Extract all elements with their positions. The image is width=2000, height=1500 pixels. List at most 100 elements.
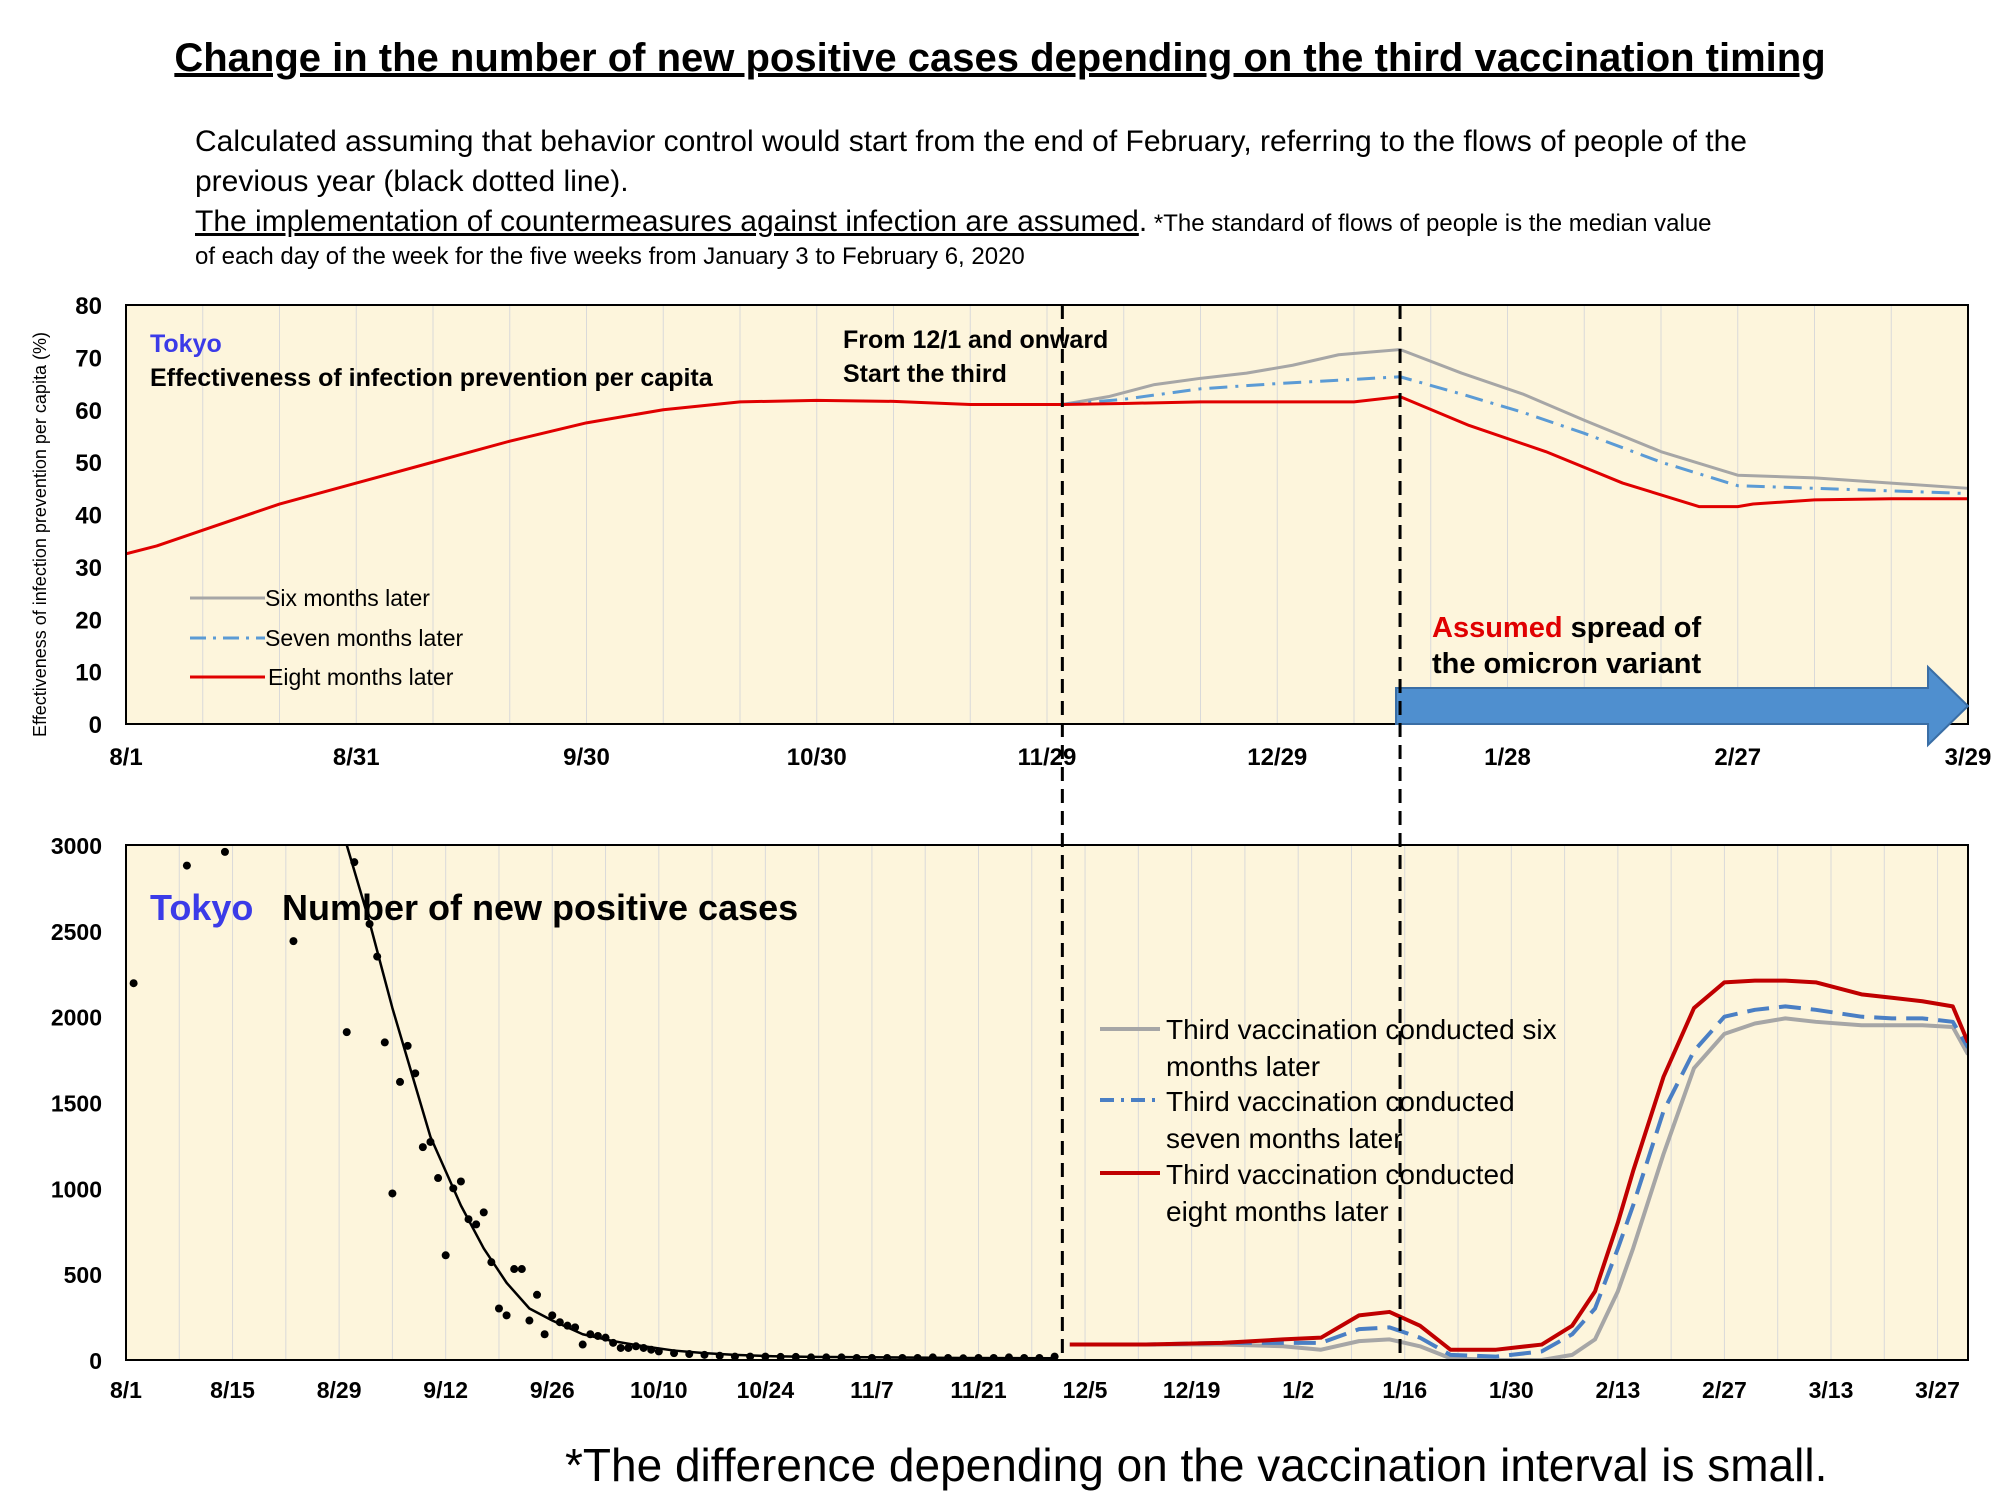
cases-y-tick-label: 500 bbox=[64, 1262, 102, 1288]
cases-plot-area bbox=[126, 845, 1968, 1360]
cases-series-line bbox=[1069, 1016, 1968, 1360]
cases-x-tick-label: 1/2 bbox=[1282, 1377, 1314, 1403]
observed-case-point bbox=[418, 1143, 427, 1152]
observed-case-point bbox=[380, 1038, 389, 1047]
cases-x-tick-label: 1/16 bbox=[1382, 1377, 1427, 1403]
effectiveness-x-tick-label: 10/30 bbox=[787, 744, 847, 771]
description-line-4: of each day of the week for the five wee… bbox=[195, 243, 1025, 270]
legend-eight-line-1: Third vaccination conducted bbox=[1166, 1159, 1515, 1190]
countermeasures-assumed-text: The implementation of countermeasures ag… bbox=[195, 205, 1139, 238]
cases-series-clipped bbox=[129, 845, 1968, 1360]
legend-label-six-months: Six months later bbox=[265, 585, 430, 611]
observed-case-point bbox=[388, 1189, 397, 1198]
legend-label-eight-months: Eight months later bbox=[268, 664, 454, 690]
legend-six-line-1: Third vaccination conducted six bbox=[1166, 1014, 1557, 1045]
observed-case-point bbox=[456, 1177, 465, 1186]
cases-x-tick-label: 2/27 bbox=[1702, 1377, 1747, 1403]
observed-case-point bbox=[494, 1304, 503, 1313]
legend-six-line-2: months later bbox=[1166, 1051, 1320, 1082]
flow-standard-note: *The standard of flows of people is the … bbox=[1147, 210, 1712, 237]
effectiveness-y-tick-label: 10 bbox=[75, 660, 102, 687]
effectiveness-y-tick-label: 80 bbox=[75, 293, 102, 320]
description-line-1: Calculated assuming that behavior contro… bbox=[195, 125, 1747, 158]
legend-seven-line-2: seven months later bbox=[1166, 1123, 1403, 1154]
effectiveness-legend: Six months later Seven months later Eigh… bbox=[190, 585, 464, 690]
cases-x-ticks: 8/1 8/15 8/29 9/12 9/26 10/10 10/24 11/7 11/21 12… bbox=[110, 1377, 1960, 1403]
cases-x-tick-label: 12/5 bbox=[1063, 1377, 1108, 1403]
cases-chart-title: Number of new positive cases bbox=[282, 887, 798, 928]
legend-seven-line-1: Third vaccination conducted bbox=[1166, 1086, 1515, 1117]
legend-label-seven-months: Seven months later bbox=[265, 625, 464, 651]
omicron-annotation-line-2: the omicron variant bbox=[1432, 648, 1701, 680]
observed-case-point bbox=[342, 1028, 351, 1037]
cases-y-tick-label: 1500 bbox=[51, 1091, 102, 1117]
cases-x-tick-label: 11/7 bbox=[850, 1377, 894, 1403]
cases-x-tick-label: 8/15 bbox=[210, 1377, 255, 1403]
cases-y-tick-label: 2000 bbox=[51, 1005, 102, 1031]
start-third-annotation-line-2: Start the third bbox=[843, 360, 1007, 388]
cases-region-label: Tokyo bbox=[150, 887, 253, 928]
observed-case-point bbox=[510, 1265, 519, 1274]
cases-x-tick-label: 3/13 bbox=[1809, 1377, 1854, 1403]
description-line-2: previous year (black dotted line). bbox=[195, 165, 629, 198]
cases-x-tick-label: 8/1 bbox=[110, 1377, 142, 1403]
cases-x-tick-label: 10/24 bbox=[737, 1377, 795, 1403]
observed-case-point bbox=[479, 1208, 488, 1217]
cases-x-tick-label: 11/21 bbox=[950, 1377, 1006, 1403]
observed-case-point bbox=[396, 1077, 405, 1086]
effectiveness-y-tick-label: 20 bbox=[75, 607, 102, 634]
observed-case-point bbox=[525, 1316, 534, 1325]
effectiveness-y-tick-label: 30 bbox=[75, 555, 102, 582]
effectiveness-y-tick-label: 50 bbox=[75, 450, 102, 477]
cases-gridlines bbox=[125, 845, 1939, 1360]
cases-x-tick-label: 9/26 bbox=[530, 1377, 575, 1403]
effectiveness-y-tick-label: 60 bbox=[75, 398, 102, 425]
effectiveness-chart-title: Effectiveness of infection prevention pe… bbox=[150, 364, 714, 392]
cases-y-tick-label: 3000 bbox=[51, 833, 102, 859]
cases-y-tick-label: 1000 bbox=[51, 1176, 102, 1202]
cases-frame bbox=[125, 844, 1969, 1361]
effectiveness-x-tick-label: 8/1 bbox=[109, 744, 142, 771]
effectiveness-series-line bbox=[125, 395, 1968, 556]
observed-case-point bbox=[616, 1343, 625, 1352]
cases-series bbox=[129, 845, 1968, 1360]
effectiveness-y-tick-label: 40 bbox=[75, 503, 102, 530]
description-period: . bbox=[1138, 205, 1148, 238]
observed-case-point bbox=[540, 1330, 549, 1339]
effectiveness-frame bbox=[125, 304, 1969, 725]
footnote: *The difference depending on the vaccina… bbox=[565, 1439, 1828, 1491]
legend-eight-line-2: eight months later bbox=[1166, 1196, 1389, 1227]
description-line-3: The implementation of countermeasures ag… bbox=[195, 202, 1955, 244]
cases-legend: Third vaccination conducted six months la… bbox=[1100, 1014, 1557, 1227]
observed-case-point bbox=[129, 979, 138, 988]
cases-x-tick-label: 1/30 bbox=[1489, 1377, 1534, 1403]
observed-case-point bbox=[289, 937, 298, 946]
effectiveness-region-label: Tokyo bbox=[150, 330, 222, 358]
effectiveness-x-tick-label: 3/29 bbox=[1945, 744, 1992, 771]
observed-case-point bbox=[578, 1340, 587, 1349]
page-title: Change in the number of new positive cas… bbox=[174, 36, 1826, 80]
cases-x-tick-label: 12/19 bbox=[1163, 1377, 1221, 1403]
omicron-arrow bbox=[1395, 664, 1970, 748]
cases-y-tick-label: 0 bbox=[89, 1348, 102, 1374]
cases-x-tick-label: 10/10 bbox=[630, 1377, 688, 1403]
effectiveness-x-tick-label: 11/29 bbox=[1018, 744, 1077, 771]
cases-series-line bbox=[1069, 978, 1968, 1352]
omicron-spread-word: spread of bbox=[1563, 612, 1702, 644]
effectiveness-y-axis-label: Effectiveness of infection prevention pe… bbox=[30, 332, 50, 737]
effectiveness-x-tick-label: 8/31 bbox=[333, 744, 380, 771]
cases-series-line bbox=[345, 845, 1055, 1360]
positive-cases-chart: 0 500 1000 1500 2000 2500 3000 8/1 8/15 8/29 9/12… bbox=[51, 833, 1969, 1403]
observed-case-point bbox=[502, 1311, 511, 1320]
start-third-annotation-line-1: From 12/1 and onward bbox=[843, 326, 1108, 354]
effectiveness-series-line bbox=[1062, 375, 1969, 496]
observed-case-point bbox=[517, 1265, 526, 1274]
omicron-assumed-word: Assumed bbox=[1432, 612, 1563, 644]
effectiveness-x-tick-label: 1/28 bbox=[1484, 744, 1531, 771]
observed-case-point bbox=[403, 1041, 412, 1050]
cases-series-line bbox=[1069, 1004, 1968, 1359]
effectiveness-chart: 0 10 20 30 40 50 60 70 80 8/1 8/31 9/30 10/30 11/29 1… bbox=[30, 293, 1991, 771]
effectiveness-x-ticks: 8/1 8/31 9/30 10/30 11/29 12/29 1/28 2/27 3/29 bbox=[109, 744, 1991, 771]
effectiveness-y-tick-label: 0 bbox=[89, 712, 102, 739]
effectiveness-x-tick-label: 2/27 bbox=[1714, 744, 1761, 771]
